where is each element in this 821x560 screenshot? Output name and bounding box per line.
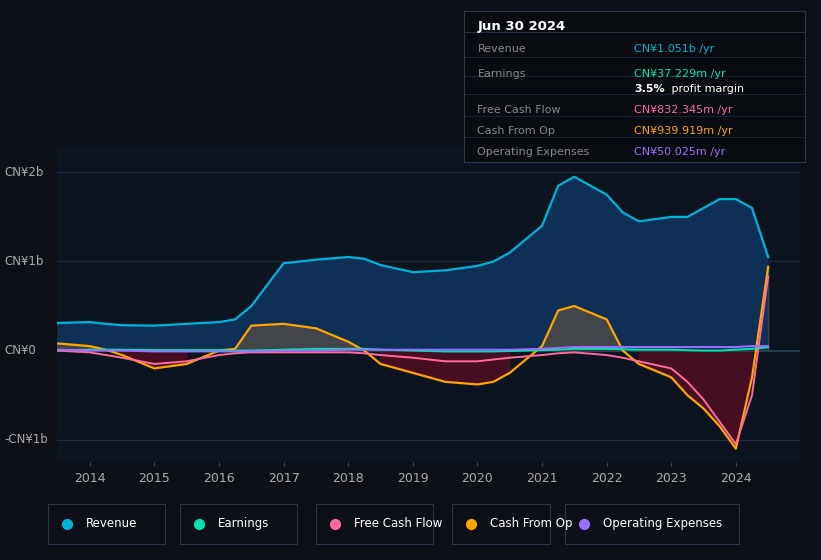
Text: 3.5%: 3.5%: [635, 84, 665, 94]
Text: Earnings: Earnings: [478, 69, 526, 78]
Text: Free Cash Flow: Free Cash Flow: [354, 517, 443, 530]
Text: profit margin: profit margin: [668, 84, 745, 94]
Text: Earnings: Earnings: [218, 517, 269, 530]
Text: Free Cash Flow: Free Cash Flow: [478, 105, 561, 115]
Text: Operating Expenses: Operating Expenses: [603, 517, 722, 530]
Text: CN¥1.051b /yr: CN¥1.051b /yr: [635, 44, 714, 54]
Text: Jun 30 2024: Jun 30 2024: [478, 20, 566, 33]
Text: CN¥1b: CN¥1b: [4, 255, 44, 268]
Text: CN¥0: CN¥0: [4, 344, 36, 357]
Text: Revenue: Revenue: [478, 44, 526, 54]
Text: Cash From Op: Cash From Op: [490, 517, 572, 530]
Text: CN¥50.025m /yr: CN¥50.025m /yr: [635, 147, 726, 157]
Text: CN¥832.345m /yr: CN¥832.345m /yr: [635, 105, 732, 115]
Text: Revenue: Revenue: [85, 517, 137, 530]
Text: CN¥939.919m /yr: CN¥939.919m /yr: [635, 126, 733, 136]
Text: Cash From Op: Cash From Op: [478, 126, 555, 136]
Text: -CN¥1b: -CN¥1b: [4, 433, 48, 446]
Text: Operating Expenses: Operating Expenses: [478, 147, 589, 157]
Text: CN¥2b: CN¥2b: [4, 166, 44, 179]
Text: CN¥37.229m /yr: CN¥37.229m /yr: [635, 69, 726, 78]
